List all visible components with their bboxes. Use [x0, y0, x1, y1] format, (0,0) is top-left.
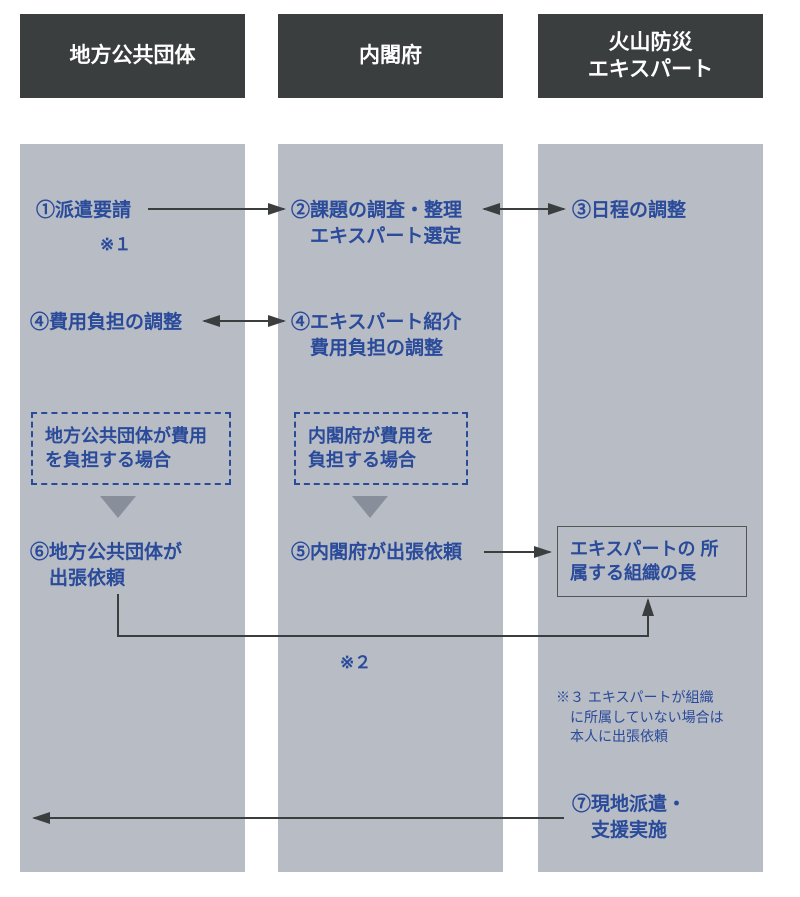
- arrow-6-box: [118, 594, 648, 636]
- arrows-layer: [0, 0, 800, 897]
